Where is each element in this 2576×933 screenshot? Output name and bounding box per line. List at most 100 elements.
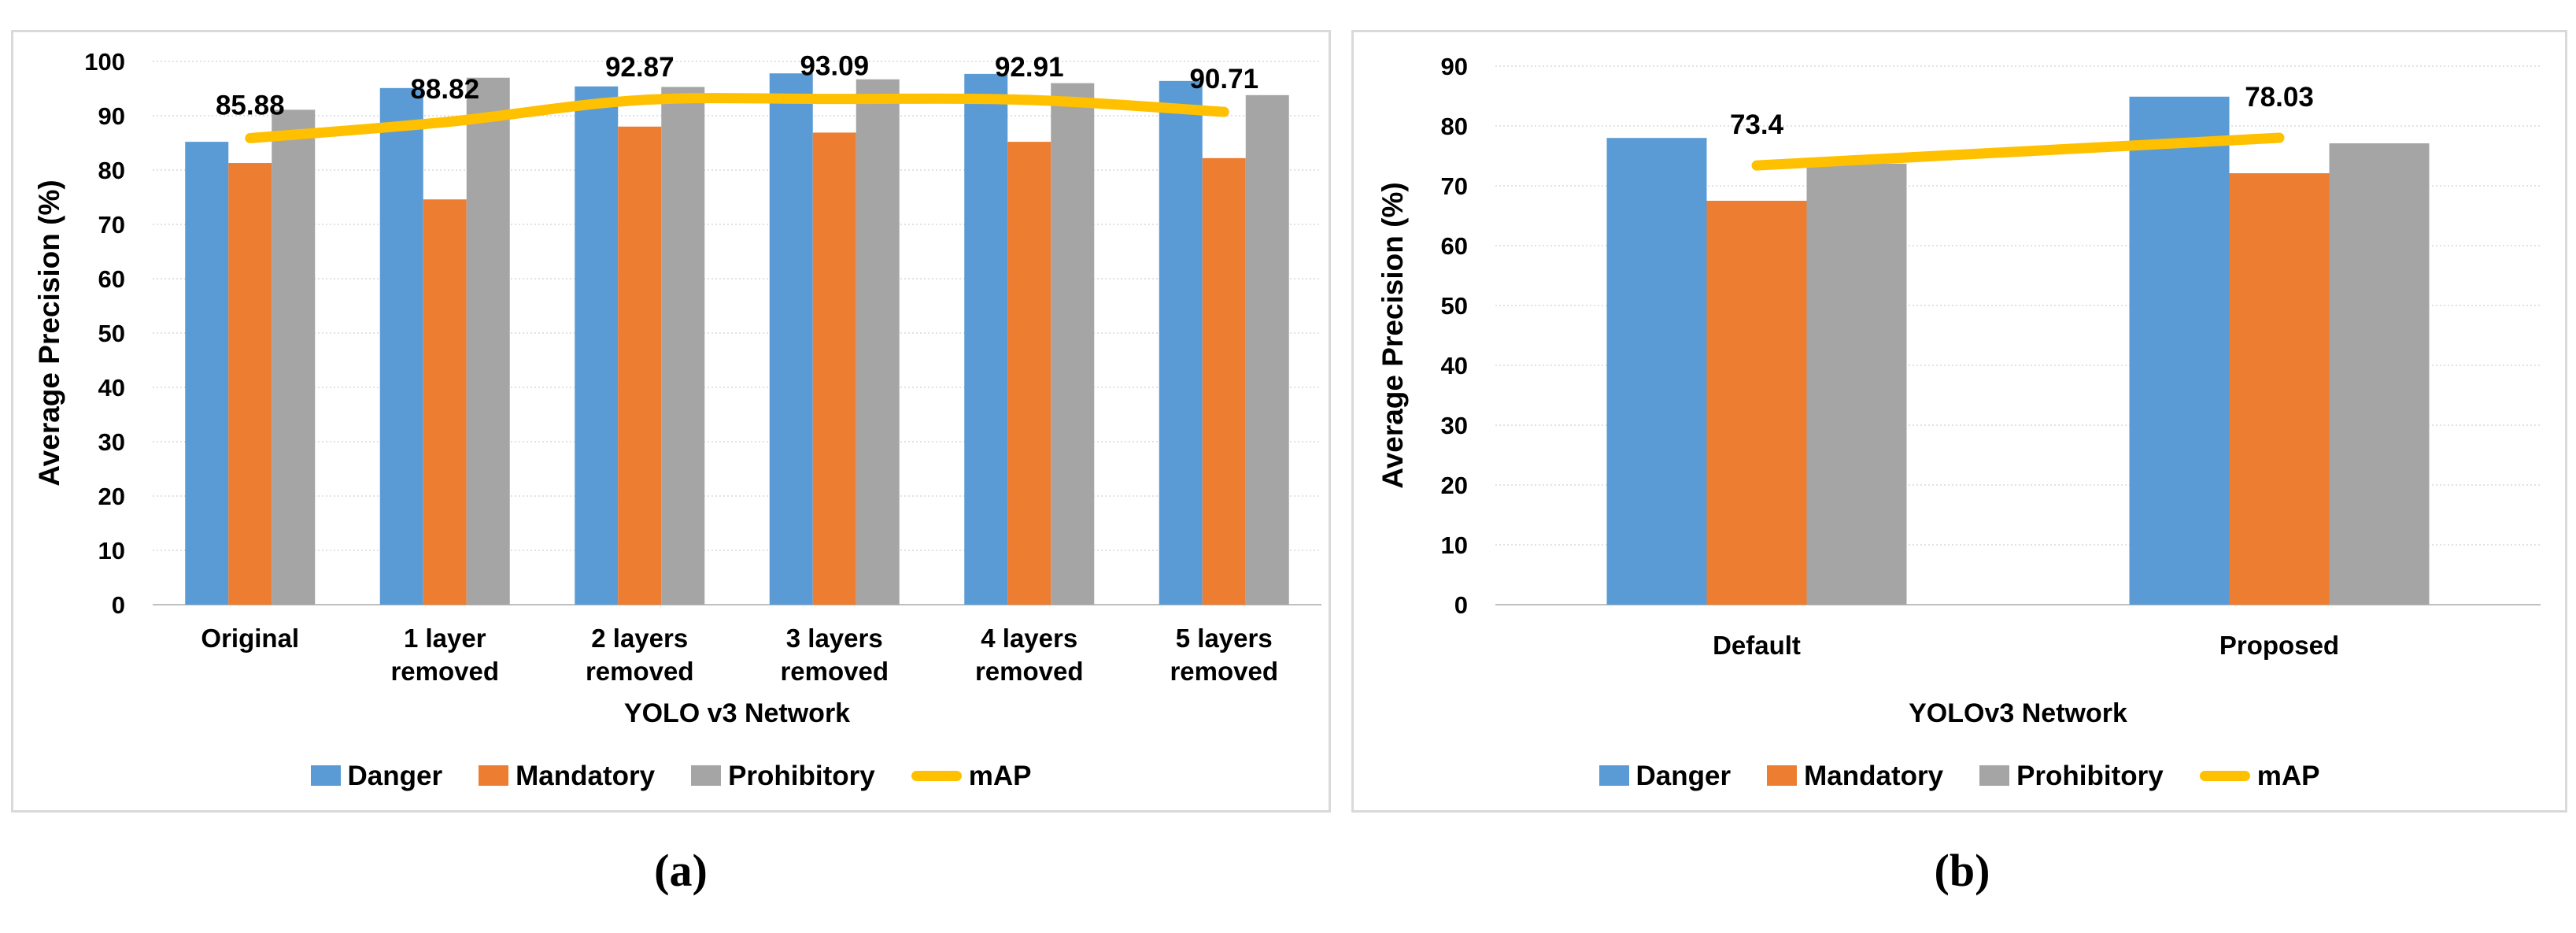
map-data-label-4: 92.91 <box>995 52 1064 83</box>
legend-item-mandatory: Mandatory <box>1767 762 1943 790</box>
bar-danger-3 <box>769 73 813 605</box>
x-tick-5: 5 layers <box>1176 624 1273 653</box>
x-tick-4: 4 layers <box>981 624 1077 653</box>
y-axis-title: Average Precision (%) <box>33 180 65 486</box>
legend-item-prohibitory: Prohibitory <box>691 762 875 790</box>
map-data-label-0: 85.88 <box>216 90 285 120</box>
legend-a: Danger Mandatory Prohibitory mAP <box>13 755 1329 796</box>
y-tick-90: 90 <box>1441 53 1468 80</box>
bar-prohibitory-5 <box>1245 94 1289 605</box>
y-tick-0: 0 <box>112 591 125 619</box>
legend-label-prohibitory: Prohibitory <box>728 760 875 791</box>
legend-label-danger: Danger <box>1635 760 1732 791</box>
y-tick-50: 50 <box>1441 292 1468 320</box>
legend-label-prohibitory: Prohibitory <box>2016 760 2164 791</box>
y-axis-title: Average Precision (%) <box>1377 182 1409 488</box>
bar-prohibitory-4 <box>1051 83 1095 605</box>
bar-prohibitory-2 <box>661 87 705 605</box>
legend-label-danger: Danger <box>347 760 443 791</box>
bar-mandatory-1 <box>2229 173 2330 605</box>
x-tick-1-line2: removed <box>390 657 499 686</box>
y-tick-40: 40 <box>1441 352 1468 379</box>
bar-danger-0 <box>1606 138 1707 605</box>
caption-b: (b) <box>1934 845 1990 896</box>
bar-mandatory-0 <box>228 163 272 605</box>
map-data-label-2: 92.87 <box>605 52 674 83</box>
y-tick-60: 60 <box>1441 232 1468 260</box>
bar-prohibitory-1 <box>466 77 510 605</box>
y-tick-20: 20 <box>1441 472 1468 499</box>
x-axis-title: YOLO v3 Network <box>624 698 850 728</box>
bar-danger-1 <box>379 87 423 605</box>
y-tick-70: 70 <box>98 211 125 239</box>
map-line <box>245 93 1229 143</box>
bar-mandatory-4 <box>1007 142 1051 605</box>
bar-danger-1 <box>2129 96 2230 605</box>
x-axis-title: YOLOv3 Network <box>1909 698 2127 728</box>
y-tick-30: 30 <box>98 428 125 456</box>
x-tick-2: 2 layers <box>591 624 688 653</box>
x-tick-1: Proposed <box>2219 631 2339 660</box>
y-tick-60: 60 <box>98 265 125 293</box>
map-data-label-3: 93.09 <box>800 51 869 82</box>
y-tick-20: 20 <box>98 483 125 510</box>
y-tick-0: 0 <box>1454 591 1468 619</box>
danger-swatch-icon <box>310 765 341 786</box>
danger-swatch-icon <box>1598 765 1629 786</box>
bar-prohibitory-1 <box>2329 143 2430 605</box>
legend-label-mandatory: Mandatory <box>1804 760 1944 791</box>
prohibitory-swatch-icon <box>1979 765 2010 786</box>
bar-prohibitory-0 <box>1806 163 1907 605</box>
x-tick-0: Original <box>201 624 299 653</box>
legend-label-map: mAP <box>968 760 1032 791</box>
chart-panel-a: 0 10 20 30 40 50 60 70 80 90 100 Average Precision … <box>11 30 1331 813</box>
y-tick-90: 90 <box>98 102 125 130</box>
bar-mandatory-1 <box>423 199 467 605</box>
legend-label-mandatory: Mandatory <box>516 760 656 791</box>
legend-item-prohibitory: Prohibitory <box>1979 762 2164 790</box>
bar-prohibitory-3 <box>856 79 900 605</box>
y-tick-80: 80 <box>98 157 125 184</box>
x-tick-3: 3 layers <box>786 624 883 653</box>
legend-b: Danger Mandatory Prohibitory mAP <box>1354 755 2565 796</box>
map-line <box>1751 132 2285 171</box>
bar-prohibitory-0 <box>272 109 316 605</box>
map-data-label-1: 78.03 <box>2245 82 2314 113</box>
map-line-icon <box>911 770 962 781</box>
x-tick-2-line2: removed <box>586 657 694 686</box>
bar-danger-2 <box>575 86 619 605</box>
y-tick-100: 100 <box>84 48 125 76</box>
legend-item-danger: Danger <box>310 760 443 791</box>
chart-b-canvas: 0 10 20 30 40 50 60 70 80 90 Average Precision (%)… <box>1377 53 2541 728</box>
bar-danger-5 <box>1159 80 1203 605</box>
bar-mandatory-5 <box>1202 157 1246 605</box>
caption-a: (a) <box>654 845 708 896</box>
map-data-label-5: 90.71 <box>1189 64 1258 94</box>
x-tick-3-line2: removed <box>780 657 889 686</box>
y-tick-50: 50 <box>98 320 125 347</box>
y-tick-40: 40 <box>98 374 125 402</box>
legend-item-danger: Danger <box>1598 760 1732 791</box>
y-tick-10: 10 <box>1441 531 1468 559</box>
y-tick-30: 30 <box>1441 412 1468 439</box>
bar-mandatory-0 <box>1706 201 1807 605</box>
map-line-icon <box>2199 770 2250 781</box>
x-tick-5-line2: removed <box>1170 657 1278 686</box>
prohibitory-swatch-icon <box>691 765 722 786</box>
y-tick-70: 70 <box>1441 172 1468 200</box>
y-tick-80: 80 <box>1441 113 1468 140</box>
x-tick-1: 1 layer <box>404 624 486 653</box>
bar-danger-0 <box>185 142 229 605</box>
legend-item-mandatory: Mandatory <box>479 762 655 790</box>
y-tick-10: 10 <box>98 537 125 565</box>
bar-danger-4 <box>964 73 1008 605</box>
map-data-label-0: 73.4 <box>1730 109 1784 140</box>
mandatory-swatch-icon <box>1767 765 1798 786</box>
bar-mandatory-3 <box>812 132 856 605</box>
x-tick-4-line2: removed <box>975 657 1084 686</box>
legend-item-map: mAP <box>2199 760 2320 791</box>
legend-label-map: mAP <box>2256 760 2320 791</box>
bar-mandatory-2 <box>618 126 662 605</box>
mandatory-swatch-icon <box>479 765 509 786</box>
